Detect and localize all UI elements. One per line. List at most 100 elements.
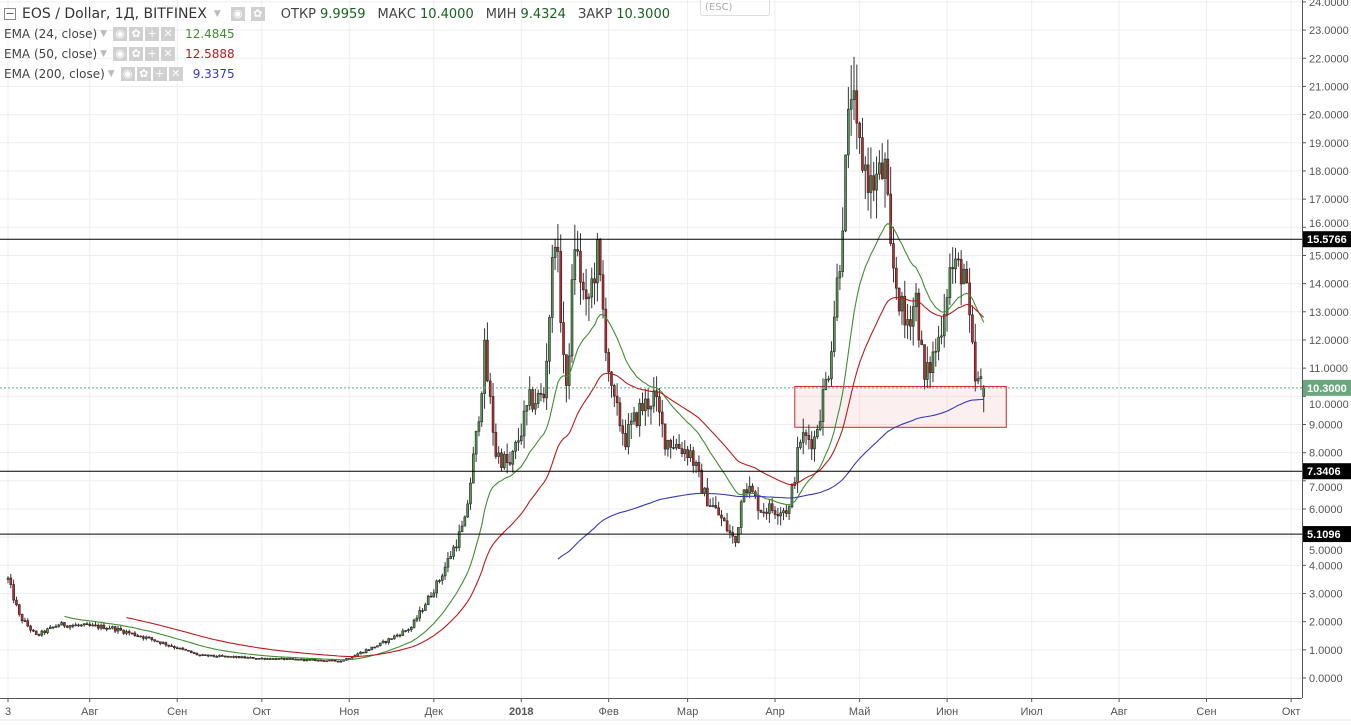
candle-body	[136, 635, 140, 637]
candle-body	[627, 424, 630, 448]
chevron-down-icon[interactable]: ▼	[100, 29, 108, 39]
candle-body	[328, 659, 331, 662]
candle-body	[395, 634, 399, 637]
candle-body	[708, 505, 712, 507]
candle-body	[77, 624, 80, 627]
candle-body	[471, 453, 475, 484]
high-value: 10.4000	[419, 6, 474, 22]
candle-body	[821, 389, 825, 422]
candle-body	[807, 435, 811, 440]
candle-body	[235, 656, 238, 658]
gear-icon[interactable]: ✿	[129, 27, 144, 41]
candle-body	[914, 292, 918, 307]
close-value: 10.3000	[616, 6, 670, 22]
candle-body	[130, 632, 134, 635]
candle-body	[965, 268, 969, 284]
candle-body	[362, 651, 365, 654]
candle-body	[229, 656, 233, 658]
candle-body	[545, 360, 548, 399]
gear-icon[interactable]: ✿	[129, 47, 144, 61]
plus-icon[interactable]: +	[152, 67, 167, 81]
candle-body	[198, 654, 202, 657]
candle-body	[548, 317, 551, 362]
gear-icon[interactable]: ✿	[136, 67, 151, 81]
y-tick-label: 22.0000	[1309, 53, 1349, 65]
candle-body	[46, 628, 49, 633]
candle-body	[900, 295, 904, 312]
candle-body	[178, 647, 182, 650]
eye-icon[interactable]: ◉	[113, 47, 128, 61]
ema-24-line	[64, 222, 985, 661]
chevron-down-icon[interactable]: ▼	[107, 69, 115, 79]
candle-body	[522, 410, 526, 437]
candle-body	[683, 449, 687, 454]
plus-icon[interactable]: +	[145, 27, 160, 41]
y-tick-label: 1.0000	[1309, 645, 1343, 657]
indicator-ema-50[interactable]: EMA (50, close) ▼ ◉ ✿ + ✕ 12.5888	[4, 44, 678, 64]
candle-body	[973, 341, 977, 382]
plus-icon[interactable]: +	[145, 47, 160, 61]
level-price-tag: 5.1096	[1307, 529, 1341, 541]
y-tick-label: 11.0000	[1309, 363, 1348, 375]
candle-body	[773, 510, 777, 515]
eye-icon[interactable]: ◉	[120, 67, 135, 81]
chevron-down-icon[interactable]: ▼	[100, 49, 108, 59]
candle-body	[612, 385, 616, 397]
close-icon[interactable]: ✕	[168, 67, 183, 81]
candle-body	[9, 577, 13, 585]
candle-body	[139, 635, 142, 638]
candle-body	[886, 158, 890, 195]
tooltip-text: (ESC)	[705, 2, 733, 13]
candle-body	[869, 175, 873, 193]
eye-icon[interactable]: ◉	[113, 27, 128, 41]
candle-body	[57, 624, 61, 627]
candle-body	[212, 654, 216, 657]
candle-body	[534, 403, 537, 410]
candle-body	[903, 295, 907, 326]
candle-body	[579, 250, 582, 283]
candle-body	[440, 575, 444, 581]
candle-body	[339, 660, 343, 663]
candle-body	[863, 164, 867, 171]
candle-body	[954, 258, 957, 270]
candle-body	[827, 378, 830, 381]
candle-body	[725, 520, 729, 532]
candle-body	[274, 658, 278, 660]
candle-body	[945, 297, 949, 315]
y-tick-label: 3.0000	[1309, 588, 1343, 600]
collapse-icon[interactable]: −	[4, 7, 16, 20]
candle-body	[108, 627, 111, 630]
candle-body	[494, 432, 498, 457]
candle-body	[181, 647, 185, 650]
candle-body	[669, 439, 673, 448]
indicator-ema-24[interactable]: EMA (24, close) ▼ ◉ ✿ + ✕ 12.4845	[4, 24, 678, 44]
candle-body	[737, 527, 740, 543]
candle-body	[122, 629, 125, 634]
x-tick-label: Май	[849, 706, 871, 718]
close-icon[interactable]: ✕	[161, 27, 176, 41]
indicator-ema-200[interactable]: EMA (200, close) ▼ ◉ ✿ + ✕ 9.3375	[4, 64, 678, 84]
gear-icon[interactable]: ✿	[250, 7, 265, 21]
last-price-tag-bg	[1303, 379, 1351, 396]
candle-body	[880, 162, 884, 179]
candle-body	[948, 267, 952, 298]
y-tick-label: 4.0000	[1309, 560, 1343, 572]
candle-body	[801, 432, 805, 443]
candle-body	[277, 658, 281, 660]
candle-body	[68, 625, 72, 628]
eye-icon[interactable]: ◉	[230, 7, 245, 21]
candle-body	[598, 239, 602, 276]
close-icon[interactable]: ✕	[161, 47, 176, 61]
candle-body	[40, 630, 44, 636]
candle-body	[587, 296, 591, 300]
chevron-down-icon[interactable]: ▼	[213, 9, 221, 19]
candle-body	[878, 162, 881, 175]
candle-body	[161, 642, 165, 644]
candle-body	[378, 642, 382, 646]
ema-50-line	[126, 296, 985, 658]
candle-body	[672, 447, 675, 449]
candle-body	[892, 243, 895, 269]
candle-body	[785, 510, 788, 514]
candle-body	[460, 525, 464, 533]
